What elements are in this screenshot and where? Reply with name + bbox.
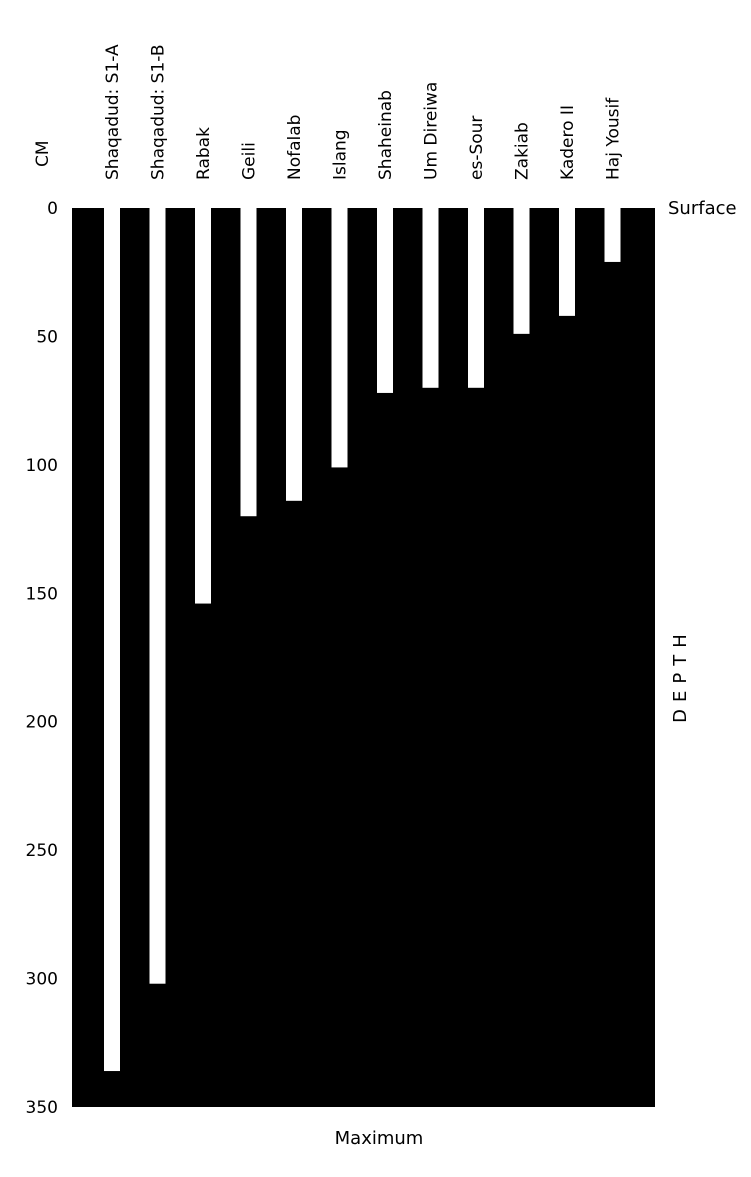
bar-1	[149, 208, 166, 984]
y-tick-label-2: 100	[26, 456, 58, 476]
bar-8	[468, 208, 484, 388]
y-tick-label-0: 0	[47, 199, 58, 219]
bar-7	[422, 208, 439, 388]
y-tick-label-6: 300	[26, 970, 58, 990]
bar-10	[559, 208, 575, 316]
x-axis-label: Maximum	[335, 1128, 424, 1149]
y-tick-labels: 0 50 100 150 200 250 300 350	[26, 199, 58, 1118]
category-label-3: Geili	[240, 142, 260, 180]
category-label-5: Islang	[331, 129, 351, 180]
bar-2	[195, 208, 211, 604]
plot-background	[72, 208, 655, 1107]
category-label-10: Kadero II	[558, 105, 578, 180]
category-label-1: Shaqadud: S1-B	[149, 45, 169, 180]
bars	[104, 208, 621, 1072]
y-tick-label-5: 250	[26, 841, 58, 861]
surface-label: Surface	[668, 198, 737, 219]
category-label-0: Shaqadud: S1-A	[103, 44, 123, 180]
unit-label: CM	[33, 140, 53, 167]
category-label-9: Zakiab	[513, 122, 533, 180]
category-label-6: Shaheinab	[376, 90, 396, 180]
bar-5	[331, 208, 348, 468]
category-label-7: Um Direiwa	[422, 82, 442, 180]
y-tick-label-1: 50	[36, 327, 58, 347]
category-label-8: es-Sour	[467, 116, 487, 180]
category-labels: Shaqadud: S1-A Shaqadud: S1-B Rabak Geili No…	[103, 44, 624, 180]
category-label-2: Rabak	[194, 127, 214, 180]
bar-0	[104, 208, 120, 1072]
y-tick-label-4: 200	[26, 713, 58, 733]
category-label-4: Nofalab	[285, 115, 305, 180]
bar-11	[604, 208, 621, 262]
depth-label: DEPTH	[670, 627, 691, 723]
y-tick-label-7: 350	[26, 1098, 58, 1118]
bar-9	[513, 208, 530, 334]
bar-6	[377, 208, 393, 393]
category-label-11: Haj Yousif	[604, 97, 624, 180]
y-tick-label-3: 150	[26, 584, 58, 604]
bar-3	[240, 208, 257, 517]
bar-4	[286, 208, 302, 501]
